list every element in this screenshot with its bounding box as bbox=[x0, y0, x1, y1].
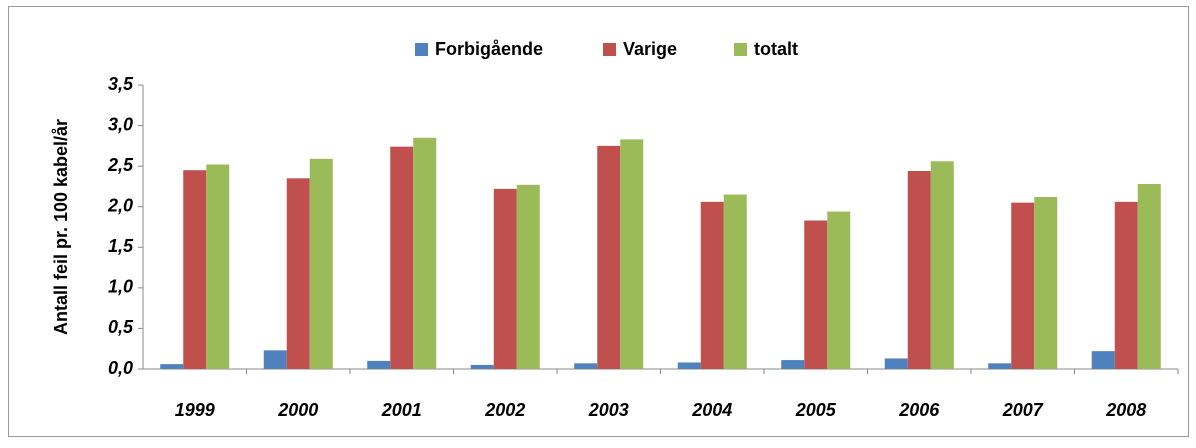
bar bbox=[988, 363, 1012, 369]
bar bbox=[620, 139, 644, 369]
bar bbox=[286, 178, 310, 369]
bar bbox=[493, 188, 517, 369]
bar bbox=[309, 158, 333, 369]
bar bbox=[723, 194, 747, 369]
x-tick-label: 2004 bbox=[691, 400, 732, 420]
legend-swatch bbox=[603, 43, 616, 56]
x-tick-label: 2003 bbox=[588, 400, 629, 420]
y-tick-label: 0,0 bbox=[108, 358, 133, 378]
legend-label: totalt bbox=[754, 39, 798, 59]
bar bbox=[700, 201, 724, 369]
bar bbox=[1114, 201, 1138, 369]
legend-swatch bbox=[415, 43, 428, 56]
x-tick-label: 1999 bbox=[175, 400, 215, 420]
bar bbox=[677, 362, 701, 369]
bar bbox=[781, 360, 805, 369]
bar bbox=[1137, 183, 1161, 369]
bar bbox=[367, 360, 391, 369]
y-tick-label: 2,5 bbox=[107, 155, 134, 175]
bar bbox=[1034, 196, 1058, 369]
x-tick-label: 2000 bbox=[277, 400, 318, 420]
y-tick-label: 1,0 bbox=[108, 277, 133, 297]
x-tick-label: 2006 bbox=[898, 400, 940, 420]
bar bbox=[516, 184, 540, 369]
bar bbox=[470, 364, 494, 369]
bar bbox=[1091, 351, 1115, 369]
bar bbox=[390, 146, 414, 369]
bar bbox=[884, 358, 908, 369]
y-axis-label: Antall feil pr. 100 kabel/år bbox=[51, 119, 71, 335]
bar bbox=[1011, 202, 1035, 369]
bar bbox=[413, 137, 437, 369]
y-tick-label: 1,5 bbox=[108, 236, 134, 256]
y-tick-label: 3,0 bbox=[108, 114, 133, 134]
y-tick-label: 3,5 bbox=[108, 74, 134, 94]
legend-swatch bbox=[734, 43, 747, 56]
bar bbox=[930, 161, 954, 369]
x-tick-label: 2007 bbox=[1002, 400, 1044, 420]
bar bbox=[206, 164, 230, 369]
bar bbox=[263, 350, 287, 369]
bar bbox=[160, 364, 184, 369]
y-tick-label: 2,0 bbox=[107, 195, 133, 215]
x-tick-label: 2008 bbox=[1105, 400, 1146, 420]
bar bbox=[907, 171, 931, 369]
bar bbox=[827, 211, 851, 369]
bar bbox=[597, 145, 621, 369]
bar bbox=[574, 363, 598, 369]
bar bbox=[804, 220, 828, 369]
x-tick-label: 2005 bbox=[795, 400, 837, 420]
legend-label: Varige bbox=[623, 39, 677, 59]
x-tick-label: 2002 bbox=[484, 400, 525, 420]
legend-label: Forbigående bbox=[435, 39, 543, 59]
x-tick-label: 2001 bbox=[381, 400, 422, 420]
bar bbox=[183, 170, 207, 369]
y-tick-label: 0,5 bbox=[108, 317, 134, 337]
